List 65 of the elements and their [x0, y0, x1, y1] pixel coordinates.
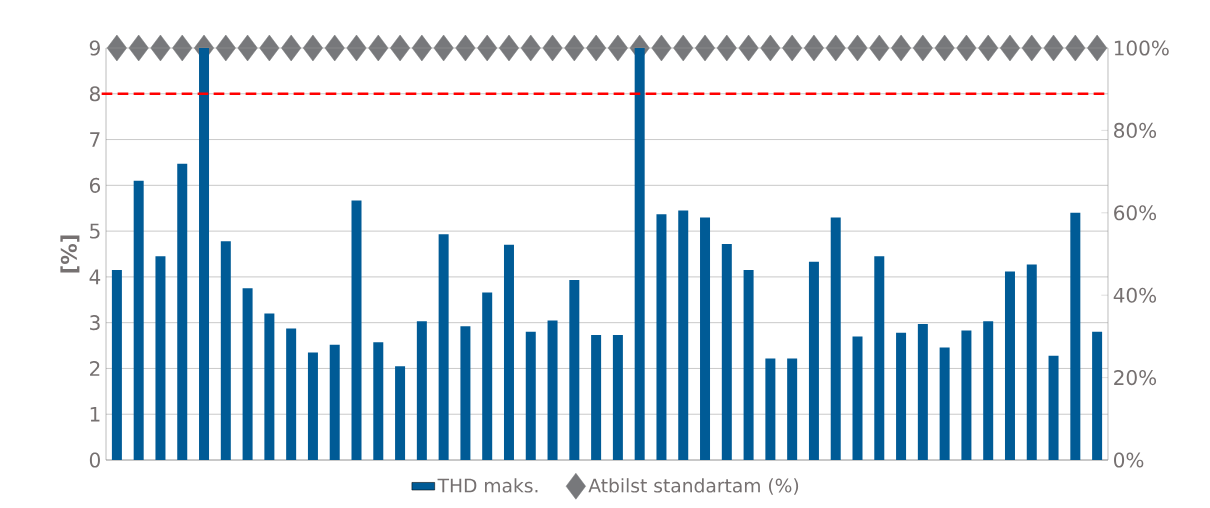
bar: [961, 330, 972, 460]
bar: [765, 358, 776, 460]
y2-tick-label: 80%: [1114, 122, 1157, 138]
bar: [286, 328, 297, 460]
bar: [678, 210, 689, 460]
legend-label: THD maks.: [437, 478, 538, 493]
bar: [808, 261, 819, 460]
y-tick-label: 9: [89, 40, 100, 56]
bar: [787, 358, 798, 460]
bar: [547, 320, 558, 460]
bar: [569, 280, 580, 460]
y2-tick-label: 40%: [1113, 287, 1157, 303]
bar: [1004, 271, 1015, 460]
bar: [852, 336, 863, 460]
bar: [525, 331, 536, 460]
bar: [329, 344, 340, 460]
bar: [1092, 331, 1103, 460]
y2-tick-label: 0%: [1114, 452, 1144, 468]
bar: [220, 241, 231, 460]
bar: [242, 288, 253, 460]
bar: [351, 200, 362, 460]
bar: [503, 244, 514, 460]
bar: [373, 342, 384, 460]
bar: [983, 321, 994, 460]
bar: [177, 163, 188, 460]
y2-tick-label: 20%: [1114, 370, 1157, 386]
bar: [1026, 264, 1037, 460]
legend-label: Atbilst standartam (%): [588, 478, 799, 495]
y-tick-label: 1: [90, 406, 100, 422]
bar: [721, 243, 732, 460]
bar: [939, 347, 950, 460]
y-tick-label: 5: [90, 223, 100, 239]
bar: [416, 321, 427, 460]
bar: [591, 335, 602, 460]
bar: [133, 180, 144, 460]
y-tick-label: 0: [89, 452, 100, 468]
bar: [896, 332, 907, 460]
bar: [656, 214, 667, 460]
y-tick-label: 6: [89, 177, 101, 193]
y-tick-label: 8: [89, 86, 100, 102]
bar: [460, 326, 471, 460]
bar: [1048, 355, 1059, 460]
y-axis-title: [%]: [60, 235, 80, 273]
bar: [874, 256, 885, 460]
y-tick-label: 4: [89, 269, 101, 285]
bar: [634, 48, 645, 460]
y2-tick-label: 100%: [1114, 40, 1169, 56]
y2-tick-label: 60%: [1114, 205, 1157, 221]
bar: [111, 270, 122, 460]
bar: [395, 366, 406, 460]
y-tick-label: 2: [90, 361, 100, 376]
bar: [264, 313, 275, 460]
y-tick-label: 7: [90, 132, 100, 147]
bar: [307, 352, 318, 460]
y-tick-label: 3: [90, 315, 100, 331]
bar: [917, 324, 928, 460]
bar: [482, 292, 493, 460]
bar: [743, 270, 754, 460]
bar: [1070, 212, 1081, 460]
bar: [700, 217, 711, 460]
bar: [830, 217, 841, 460]
bar: [612, 335, 623, 460]
bar: [199, 48, 210, 460]
bar: [438, 234, 449, 460]
bar: [155, 256, 166, 460]
